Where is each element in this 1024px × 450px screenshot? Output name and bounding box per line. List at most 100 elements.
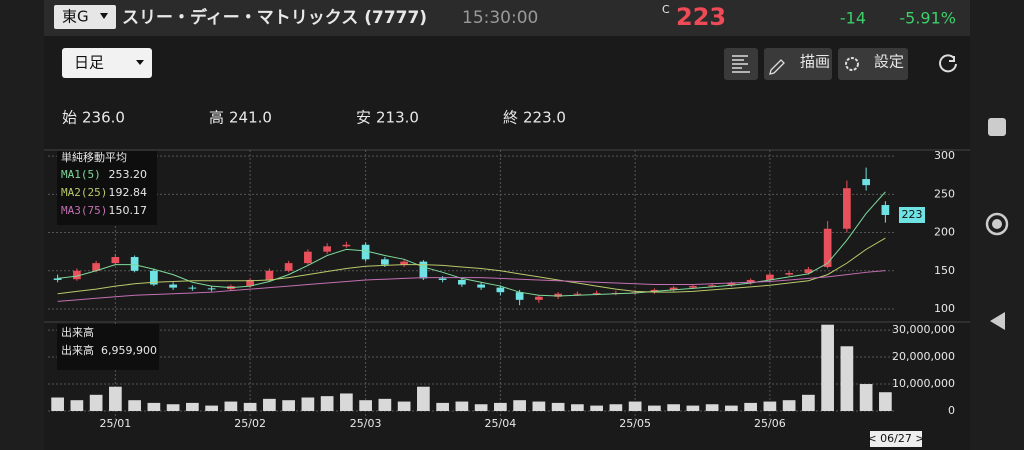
candle-body <box>535 296 543 300</box>
volume-bar <box>494 402 507 411</box>
nav-back[interactable] <box>990 312 1005 330</box>
ohlc-row: 始 236.0 高 241.0 安 213.0 終 223.0 <box>62 109 566 127</box>
candle-body <box>150 270 158 285</box>
candle-body <box>804 269 813 274</box>
nav-home[interactable] <box>985 212 1009 236</box>
dropdown-arrow <box>100 13 108 19</box>
cursor-date-box <box>870 431 922 447</box>
volume-bar <box>186 402 199 411</box>
ohlc-label: 安 <box>356 109 371 127</box>
timeframe-dropdown[interactable] <box>62 48 152 78</box>
candle-body <box>438 278 447 280</box>
legend-name: 出来高 <box>61 343 94 357</box>
candle-body <box>130 257 139 271</box>
volume-bar <box>359 400 372 411</box>
volume-bar <box>301 397 315 411</box>
plot: 100 150 200 250 300 25/01 25/02 25/03 25/04 25/05… <box>44 149 970 430</box>
volume-bar <box>859 384 873 411</box>
candle-body <box>573 293 582 295</box>
time: 15:30:00 <box>462 8 538 28</box>
y-tick-label: 250 <box>934 187 955 200</box>
candle-body <box>323 246 331 252</box>
candle-body <box>766 274 774 280</box>
gear-icon <box>845 57 859 71</box>
legend-name: MA2(25) <box>61 186 107 199</box>
candle-body <box>246 279 254 287</box>
candle-body <box>477 284 485 288</box>
y-tick-label: 20,000,000 <box>892 350 955 363</box>
header-bar <box>44 0 970 36</box>
volume-bar <box>378 398 392 411</box>
x-tick-label: 25/01 <box>100 417 132 430</box>
candle-body <box>381 259 389 265</box>
pencil-icon <box>769 59 785 75</box>
candle-body <box>284 263 293 271</box>
candle-body <box>746 279 755 284</box>
volume-bar <box>340 393 353 411</box>
candle-body <box>823 228 832 267</box>
volume-bar <box>532 401 546 411</box>
dropdown-arrow <box>136 60 144 65</box>
legend-title: 出来高 <box>61 325 94 339</box>
volume-bar <box>667 404 680 411</box>
legend-box <box>57 151 157 225</box>
candle-body <box>111 257 120 264</box>
volume-bar <box>109 386 122 411</box>
nav-recents[interactable] <box>988 118 1006 136</box>
candle-body <box>881 205 890 215</box>
x-tick-label: 25/06 <box>754 417 786 430</box>
candle-body <box>207 288 216 290</box>
ohlc-label: 始 <box>62 109 77 127</box>
ohlc-value: 236.0 <box>82 109 125 127</box>
reload-icon[interactable] <box>939 54 957 73</box>
candle-body <box>361 244 370 260</box>
ohlc-value: 213.0 <box>376 109 419 127</box>
candle-body <box>727 283 736 286</box>
settings-button[interactable] <box>838 48 908 80</box>
candle-body <box>304 251 312 264</box>
price: 223 <box>676 3 726 31</box>
legend-name: MA1(5) <box>61 168 101 181</box>
c-mark: C <box>662 3 670 16</box>
candle-body <box>689 286 697 288</box>
volume-bar <box>263 398 276 411</box>
stock-name: スリー・ディー・マトリックス (7777) <box>122 7 427 28</box>
ma-line <box>57 191 886 297</box>
y-tick-label: 150 <box>934 264 955 277</box>
exchange-dropdown[interactable] <box>54 5 116 29</box>
volume-bar <box>474 404 488 411</box>
volume-bar <box>455 401 469 411</box>
candle-body <box>265 270 274 280</box>
y-tick-label: 10,000,000 <box>892 377 955 390</box>
volume-bar <box>763 401 777 411</box>
volume-bar <box>205 405 218 411</box>
x-tick-label: 25/02 <box>234 417 266 430</box>
candle-body <box>419 261 428 279</box>
draw-label: 描画 <box>800 53 830 71</box>
volume-bar <box>705 404 719 411</box>
list-icon <box>732 55 750 73</box>
settings-label: 設定 <box>874 53 904 71</box>
price-tag: 223 <box>902 208 923 221</box>
legend-value: 192.84 <box>109 186 148 199</box>
legend-value: 6,959,900 <box>101 344 157 357</box>
legend-value: 253.20 <box>109 168 148 181</box>
volume-bar <box>648 405 661 411</box>
y-tick-label: 200 <box>934 226 955 239</box>
candle-body <box>785 273 793 275</box>
x-tick-label: 25/04 <box>485 417 517 430</box>
y-tick-label: 100 <box>934 302 955 315</box>
candle-body <box>92 263 100 271</box>
volume-bar <box>628 401 642 411</box>
draw-button[interactable] <box>764 48 832 80</box>
candle-body <box>843 188 851 229</box>
volume-bar <box>782 400 796 411</box>
volume-bar <box>513 400 526 411</box>
candle-body <box>169 284 177 288</box>
timeframe: 日足 <box>74 54 104 72</box>
change: -14 <box>840 9 866 28</box>
volume-bar <box>821 324 834 411</box>
chart-panel <box>44 36 970 450</box>
